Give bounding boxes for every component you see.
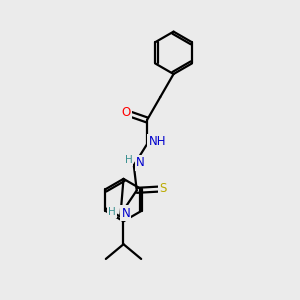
Text: H: H <box>108 206 116 217</box>
Text: O: O <box>121 106 130 119</box>
Text: N: N <box>122 206 130 220</box>
Text: H: H <box>124 155 132 165</box>
Text: S: S <box>159 182 166 195</box>
Text: NH: NH <box>148 135 166 148</box>
Text: N: N <box>136 157 145 169</box>
